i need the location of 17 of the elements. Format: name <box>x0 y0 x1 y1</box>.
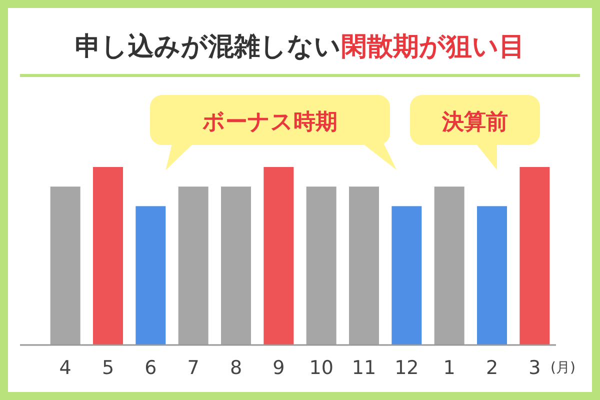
x-tick-label: 11 <box>352 357 376 379</box>
x-axis-title: (月) <box>550 360 576 376</box>
x-tick-label: 12 <box>394 357 419 379</box>
text: ボーナス時期 <box>202 110 338 135</box>
x-tick-label: 6 <box>144 357 157 379</box>
x-tick-label: 10 <box>309 357 334 379</box>
x-tick-label: 3 <box>528 357 541 379</box>
x-tick-label: 4 <box>59 357 72 379</box>
x-tick-label: 9 <box>272 357 285 379</box>
chart-subtitle: 閑散期が狙い目 <box>341 32 525 62</box>
x-tick-label: 8 <box>230 357 242 379</box>
x-tick-label: 7 <box>187 357 200 379</box>
x-tick-label: 5 <box>102 357 114 379</box>
x-tick-label: 1 <box>443 357 456 379</box>
text: 決算前 <box>441 110 508 135</box>
x-tick-label: 2 <box>486 357 498 379</box>
chart-title: 申し込みが混雑しない <box>75 32 341 62</box>
